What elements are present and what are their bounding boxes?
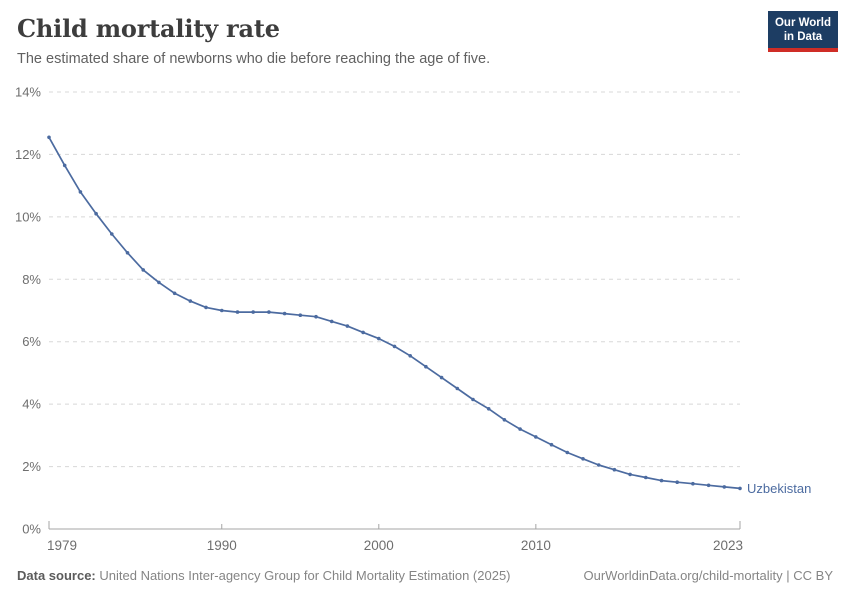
data-point — [62, 163, 67, 168]
y-tick-label: 4% — [22, 397, 41, 412]
data-point — [94, 211, 98, 216]
data-source-label: Data source: — [17, 568, 96, 583]
data-point — [361, 330, 365, 335]
page-subtitle: The estimated share of newborns who die … — [17, 51, 491, 67]
chart-footer: Data source: United Nations Inter-agency… — [17, 568, 833, 583]
x-tick-label: 2010 — [521, 538, 551, 553]
data-point — [110, 232, 114, 236]
data-point — [455, 386, 460, 391]
data-point — [675, 480, 679, 485]
data-point — [691, 481, 695, 486]
data-point — [329, 319, 334, 324]
entity-label[interactable]: Uzbekistan — [747, 481, 811, 496]
data-point — [722, 485, 727, 489]
data-point — [439, 375, 444, 380]
data-point — [471, 397, 475, 402]
y-tick-label: 14% — [15, 85, 41, 100]
data-point — [408, 354, 413, 358]
data-point — [424, 364, 428, 369]
y-tick-label: 6% — [22, 334, 41, 349]
y-tick-label: 2% — [22, 459, 41, 474]
data-point — [47, 135, 51, 140]
data-point — [644, 475, 648, 480]
data-point — [345, 324, 350, 328]
data-point — [534, 435, 538, 439]
data-point — [125, 251, 130, 255]
data-point — [282, 311, 287, 316]
data-point — [78, 190, 83, 194]
data-point — [612, 467, 617, 472]
x-tick-label: 2023 — [713, 538, 743, 553]
owid-logo-line2: in Data — [783, 31, 823, 43]
y-tick-label: 10% — [15, 209, 41, 224]
owid-logo[interactable]: Our World in Data — [768, 11, 838, 52]
data-point — [628, 472, 632, 477]
data-point — [518, 427, 522, 431]
data-point — [502, 418, 507, 422]
data-source: Data source: United Nations Inter-agency… — [17, 568, 511, 583]
series-line — [48, 136, 741, 490]
data-point — [188, 299, 193, 303]
data-point — [157, 280, 161, 285]
y-tick-label: 12% — [15, 147, 41, 162]
data-point — [486, 407, 491, 411]
data-point — [596, 463, 601, 467]
data-point — [220, 308, 224, 313]
owid-citation-link[interactable]: OurWorldinData.org/child-mortality | CC … — [583, 568, 834, 583]
page-title: Child mortality rate — [17, 14, 280, 43]
x-tick-label: 2000 — [364, 538, 394, 553]
data-point — [738, 486, 742, 491]
data-point — [235, 310, 240, 314]
data-point — [581, 457, 585, 461]
data-point — [298, 313, 303, 318]
data-point — [141, 268, 145, 272]
data-point — [314, 314, 318, 319]
data-point — [377, 336, 381, 341]
data-point — [565, 450, 570, 455]
owid-logo-line1: Our World — [774, 17, 831, 29]
data-point — [392, 344, 397, 349]
data-point — [549, 442, 554, 447]
data-point — [172, 291, 177, 296]
data-point — [659, 478, 664, 483]
data-point — [204, 305, 208, 310]
data-source-text: United Nations Inter-agency Group for Ch… — [99, 568, 511, 583]
data-point — [706, 483, 711, 488]
x-tick-label: 1979 — [47, 538, 77, 553]
data-point — [267, 310, 271, 314]
y-tick-label: 8% — [22, 272, 41, 287]
x-tick-label: 1990 — [207, 538, 237, 553]
data-point — [251, 310, 255, 314]
y-tick-label: 0% — [22, 522, 41, 537]
